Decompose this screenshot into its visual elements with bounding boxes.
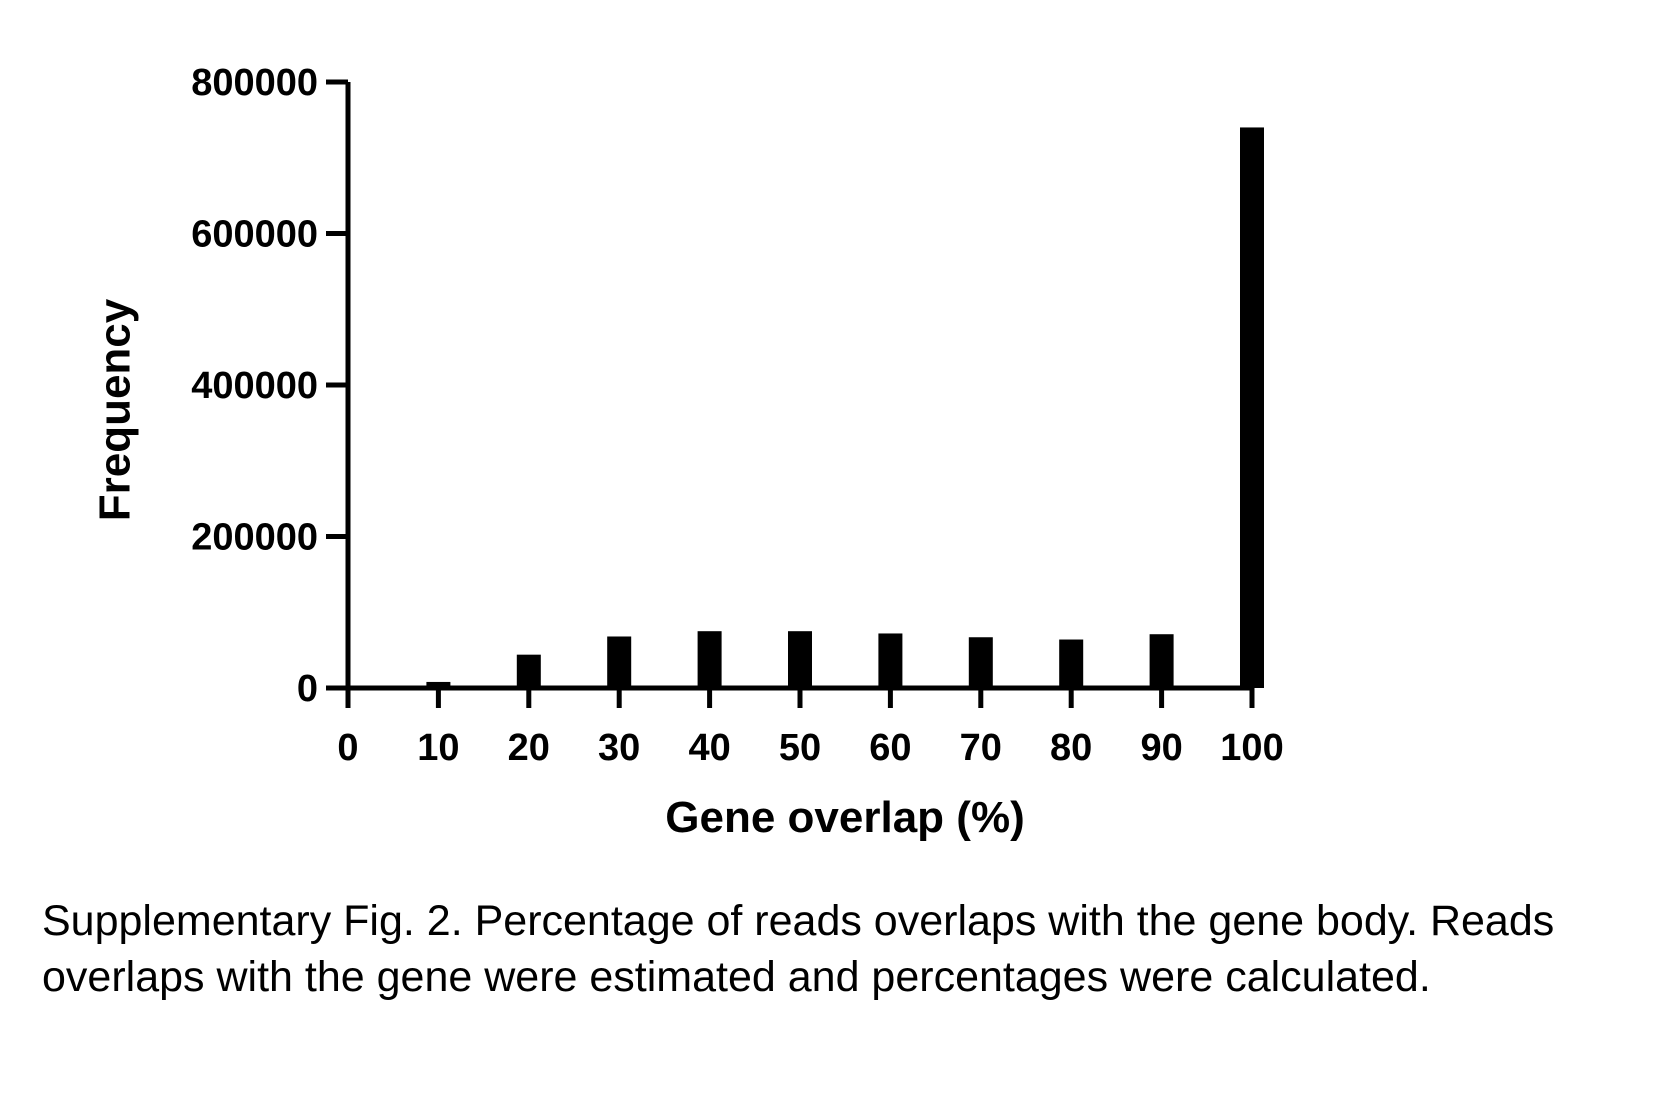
bar-chart: 0 200000 400000 600000 800000 0 10 20 30 40 50 60 7… bbox=[91, 62, 1284, 842]
bar-90 bbox=[1149, 634, 1174, 688]
x-ticks-group: 0 10 20 30 40 50 60 70 80 90 100 bbox=[337, 688, 1284, 769]
x-tick-label: 60 bbox=[869, 727, 911, 769]
bar-100 bbox=[1240, 127, 1264, 688]
bar-50 bbox=[788, 631, 812, 688]
x-tick-label: 100 bbox=[1220, 727, 1283, 769]
x-tick-label: 80 bbox=[1050, 727, 1092, 769]
bar-10 bbox=[426, 681, 451, 688]
x-tick-label: 10 bbox=[417, 727, 459, 769]
x-tick-label: 90 bbox=[1140, 727, 1182, 769]
bar-60 bbox=[878, 633, 903, 688]
bars-group bbox=[426, 127, 1264, 688]
bar-70 bbox=[968, 637, 993, 688]
y-tick-label: 800000 bbox=[191, 62, 318, 104]
x-tick-label: 0 bbox=[337, 727, 358, 769]
y-tick-label: 200000 bbox=[191, 517, 318, 559]
x-tick-label: 20 bbox=[508, 727, 550, 769]
x-axis-title: Gene overlap (%) bbox=[665, 793, 1024, 842]
y-tick-label: 0 bbox=[297, 668, 318, 710]
bar-20 bbox=[516, 654, 541, 688]
y-tick-label: 600000 bbox=[191, 214, 318, 256]
y-tick-label: 400000 bbox=[191, 365, 318, 407]
bar-80 bbox=[1059, 639, 1084, 688]
bar-30 bbox=[607, 636, 632, 688]
y-ticks-group: 0 200000 400000 600000 800000 bbox=[191, 62, 348, 710]
x-tick-label: 40 bbox=[688, 727, 730, 769]
bar-40 bbox=[697, 631, 722, 688]
figure-caption: Supplementary Fig. 2. Percentage of read… bbox=[42, 897, 1555, 1001]
x-tick-label: 70 bbox=[960, 727, 1002, 769]
x-tick-label: 30 bbox=[598, 727, 640, 769]
x-tick-label: 50 bbox=[779, 727, 821, 769]
y-axis-title: Frequency bbox=[91, 298, 140, 521]
axes-group bbox=[345, 82, 1254, 708]
